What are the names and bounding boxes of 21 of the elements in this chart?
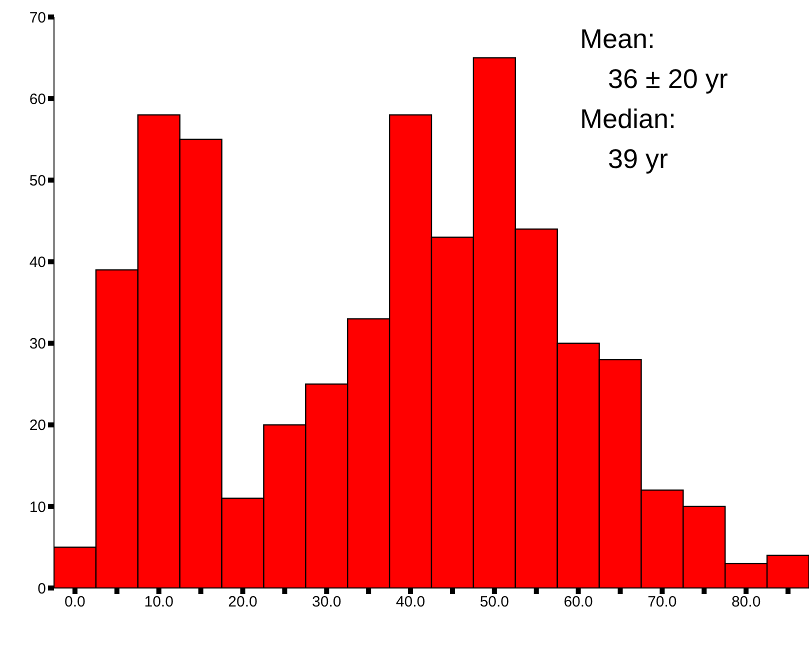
- y-tick-label: 30: [29, 336, 46, 353]
- x-tick-label: 30.0: [312, 594, 342, 611]
- y-tick-label: 20: [29, 417, 46, 434]
- x-tick-label: 10.0: [144, 594, 174, 611]
- y-tick-label: 0: [38, 580, 46, 598]
- x-tick-label: 50.0: [480, 594, 510, 611]
- x-tick-label: 40.0: [396, 594, 426, 611]
- y-tick-label: 40: [29, 254, 46, 272]
- y-tick-label: 70: [29, 9, 46, 26]
- y-tick-label: 10: [29, 498, 46, 516]
- x-tick-label: 80.0: [731, 594, 761, 611]
- x-tick-label: 60.0: [564, 594, 593, 611]
- annotation: 36 ± 20 yr: [608, 64, 728, 95]
- y-tick-label: 50: [29, 172, 46, 190]
- x-tick-label: 70.0: [648, 594, 677, 611]
- x-tick-label: 0.0: [64, 594, 86, 611]
- y-tick-label: 60: [29, 90, 46, 108]
- x-tick-label: 20.0: [228, 594, 258, 611]
- annotation: 39 yr: [608, 144, 668, 175]
- annotation: Mean:: [580, 24, 656, 55]
- annotation: Median:: [580, 104, 676, 135]
